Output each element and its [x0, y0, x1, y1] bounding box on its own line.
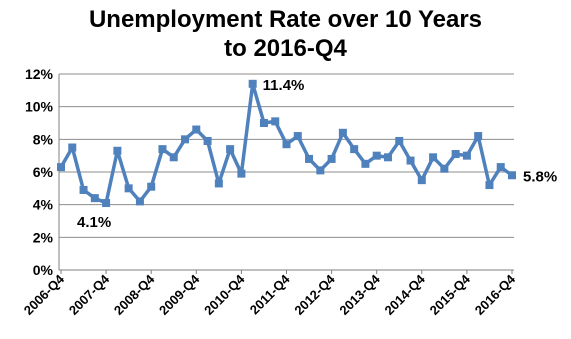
data-point	[113, 146, 122, 155]
data-point	[169, 153, 178, 162]
data-point	[406, 156, 415, 165]
data-point	[440, 164, 449, 173]
x-tick-label: 2008-Q4	[111, 271, 158, 318]
data-label: 4.1%	[77, 214, 111, 231]
x-tick-label: 2012-Q4	[291, 271, 338, 318]
data-point	[316, 166, 325, 175]
x-tick-label: 2016-Q4	[472, 271, 519, 318]
data-point	[474, 132, 483, 141]
chart-subtitle: to 2016-Q4	[224, 35, 347, 62]
data-point	[102, 199, 111, 208]
x-tick-label: 2011-Q4	[247, 271, 293, 317]
data-label: 5.8%	[523, 168, 557, 185]
data-point	[158, 145, 167, 154]
x-tick-label: 2007-Q4	[66, 271, 113, 318]
data-point	[305, 154, 314, 163]
data-point	[485, 181, 494, 190]
data-point	[259, 119, 268, 127]
data-point	[383, 153, 392, 162]
data-point	[451, 150, 460, 159]
data-point	[417, 176, 426, 185]
data-point	[79, 185, 88, 194]
x-tick-label: 2009-Q4	[156, 271, 203, 318]
y-tick-label: 0%	[33, 262, 54, 278]
data-markers	[57, 79, 516, 208]
data-point	[135, 197, 144, 206]
data-point	[226, 145, 235, 154]
y-tick-label: 10%	[25, 99, 54, 115]
data-labels: 4.1% 11.4% 5.8%	[77, 77, 557, 231]
data-point	[57, 163, 65, 172]
data-point	[147, 182, 156, 191]
axes	[58, 74, 514, 274]
data-point	[338, 128, 347, 137]
x-tick-label: 2010-Q4	[201, 271, 248, 318]
data-point	[372, 151, 381, 160]
y-tick-label: 8%	[33, 131, 54, 147]
data-point	[68, 143, 77, 152]
x-tick-label: 2006-Q4	[21, 271, 68, 318]
data-point	[462, 151, 471, 160]
x-tick-label: 2015-Q4	[427, 271, 474, 318]
data-point	[361, 159, 370, 168]
x-tick-label: 2013-Q4	[336, 271, 383, 318]
data-label: 11.4%	[263, 77, 305, 94]
data-point	[293, 132, 302, 141]
data-point	[271, 117, 280, 126]
data-point	[248, 79, 257, 88]
y-tick-labels: 0% 2% 4% 6% 8% 10% 12%	[25, 66, 54, 278]
data-point	[90, 194, 99, 203]
data-point	[192, 125, 201, 134]
data-point	[203, 136, 212, 145]
y-tick-label: 6%	[33, 164, 54, 180]
y-tick-label: 2%	[33, 229, 54, 245]
data-point	[214, 179, 223, 188]
gridlines	[59, 73, 514, 238]
x-tick-label: 2014-Q4	[382, 271, 429, 318]
data-point	[350, 145, 359, 154]
data-point	[237, 169, 246, 178]
data-point	[282, 140, 291, 149]
data-point	[496, 163, 505, 172]
data-point	[429, 153, 438, 162]
data-point	[508, 171, 516, 180]
data-point	[181, 135, 190, 144]
data-point	[124, 184, 133, 193]
data-point	[395, 136, 404, 145]
y-tick-label: 4%	[33, 197, 54, 213]
chart-title: Unemployment Rate over 10 Years	[88, 6, 483, 33]
data-point	[327, 154, 336, 163]
y-tick-label: 12%	[25, 66, 54, 82]
